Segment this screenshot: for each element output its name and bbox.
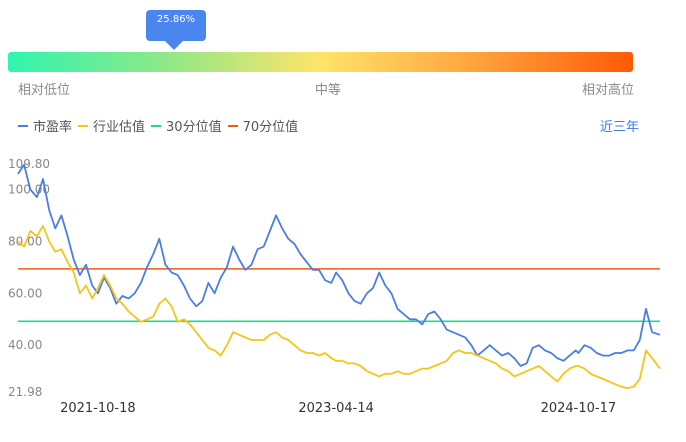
legend-swatch-p70 (227, 124, 238, 127)
y-tick-label: 40.00 (8, 338, 42, 352)
legend-swatch-industry (78, 124, 89, 127)
legend-item-p30[interactable]: 30分位值 (151, 116, 222, 135)
valuation-line-chart: 109.80 100.00 80.00 60.00 40.00 21.98 2021-10… (8, 157, 661, 416)
percentile-gradient-bar (8, 52, 633, 72)
legend-label-pe: 市盈率 (33, 120, 73, 135)
reference-lines (18, 268, 660, 323)
legend-label-industry: 行业估值 (93, 120, 146, 135)
y-axis-tick-labels: 109.80 100.00 80.00 60.00 40.00 21.98 (8, 157, 50, 399)
percentile-tooltip-text: 25.86% (156, 14, 196, 25)
legend-item-industry[interactable]: 行业估值 (78, 116, 145, 135)
x-tick-label: 2024-10-17 (541, 401, 617, 416)
range-selector-button[interactable]: 近三年 (600, 120, 640, 135)
scale-label-low: 相对低位 (18, 83, 71, 98)
series-line-pe (17, 163, 661, 367)
series-line-industry (17, 224, 661, 389)
percentile-tooltip: 25.86% (146, 10, 206, 41)
legend-swatch-pe (18, 124, 28, 127)
legend-item-p70[interactable]: 70分位值 (227, 116, 299, 135)
y-tick-label: 109.80 (8, 157, 50, 171)
x-axis-tick-labels: 2021-10-18 2023-04-14 2024-10-17 (60, 401, 616, 416)
series-lines (17, 163, 661, 389)
x-tick-label: 2023-04-14 (298, 401, 374, 416)
legend-label-p70: 70分位值 (242, 120, 299, 135)
chart-legend: 市盈率 行业估值 30分位值 70分位值 (18, 116, 304, 135)
legend-label-p30: 30分位值 (166, 120, 222, 135)
scale-label-high: 相对高位 (582, 83, 635, 98)
legend-item-pe[interactable]: 市盈率 (18, 116, 72, 135)
y-tick-label: 100.00 (8, 182, 50, 196)
y-tick-label: 80.00 (8, 234, 42, 248)
y-tick-label: 21.98 (8, 385, 42, 399)
legend-swatch-p30 (151, 124, 162, 127)
scale-label-mid: 中等 (315, 83, 342, 98)
tooltip-pointer (165, 41, 183, 50)
x-tick-label: 2021-10-18 (60, 401, 136, 416)
y-tick-label: 60.00 (8, 286, 42, 300)
